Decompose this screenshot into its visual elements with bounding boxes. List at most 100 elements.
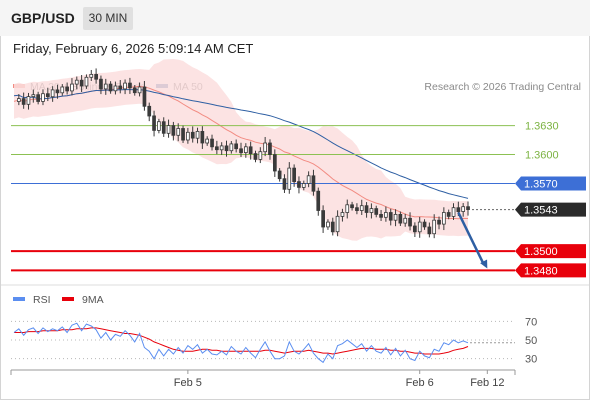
candle [388, 212, 393, 221]
candle [55, 89, 60, 94]
candle [412, 225, 417, 233]
candle [60, 86, 65, 94]
rsi-line [13, 322, 469, 364]
candle [26, 96, 31, 105]
candle [427, 226, 432, 235]
candle [340, 212, 345, 217]
candle [185, 131, 190, 141]
level-label: 1.3570 [524, 179, 558, 191]
candle [205, 138, 209, 144]
candle [398, 213, 403, 224]
candle [243, 146, 248, 154]
candle [441, 212, 446, 225]
pivot-label-box [515, 176, 586, 191]
candle [123, 82, 127, 90]
candle [31, 94, 36, 97]
candle [461, 206, 466, 212]
candle [152, 115, 156, 131]
instrument-title: GBP/USD [11, 10, 75, 26]
candle [16, 98, 21, 102]
candle [374, 208, 379, 215]
candle [234, 143, 238, 150]
candle [383, 212, 388, 218]
candle [248, 146, 253, 155]
chart-header: GBP/USD 30 MIN [0, 0, 590, 36]
candle [108, 83, 113, 92]
candle [408, 217, 412, 227]
level-label: 1.3630 [525, 121, 559, 133]
candle [432, 219, 437, 235]
candles [16, 68, 470, 239]
candle [176, 128, 181, 136]
candle [166, 125, 171, 134]
candle [335, 215, 340, 233]
candle [321, 210, 326, 228]
candle [456, 207, 461, 212]
legend-label: 9MA [82, 294, 104, 306]
candle [311, 175, 316, 192]
candle [156, 121, 161, 131]
candle [272, 154, 277, 172]
candle [330, 221, 335, 233]
ma50-line [13, 89, 469, 199]
current-price-box [515, 202, 586, 217]
support-label-box [515, 244, 586, 259]
candle [229, 143, 234, 152]
candle [210, 138, 214, 148]
candle [393, 213, 398, 221]
candle [219, 145, 224, 151]
legend-label: RSI [33, 294, 51, 306]
candle [466, 206, 470, 210]
candle [326, 221, 330, 228]
candle [50, 89, 55, 98]
candle [301, 183, 306, 188]
rsi-tick-label: 70 [525, 316, 537, 328]
candle [451, 207, 456, 217]
support-label-box [515, 263, 586, 278]
candle [258, 151, 263, 160]
candle [437, 219, 441, 225]
candle [128, 82, 132, 89]
candle [306, 175, 311, 184]
candle [89, 74, 94, 78]
candle [417, 221, 422, 233]
candle [292, 167, 297, 183]
candle [195, 130, 200, 139]
candle [403, 217, 408, 224]
candle [214, 146, 219, 151]
candle [21, 98, 26, 105]
candle [41, 93, 45, 102]
candle [118, 85, 123, 90]
candle [422, 221, 427, 228]
current-price-label: 1.3543 [524, 205, 558, 217]
candle [446, 212, 451, 217]
candle [253, 153, 258, 160]
rsi-tick-label: 50 [525, 335, 537, 347]
x-tick-label: Feb 12 [470, 377, 504, 389]
candle [190, 131, 195, 139]
candle [171, 125, 176, 136]
candle [297, 181, 301, 188]
candle [46, 93, 50, 97]
candle [359, 205, 364, 211]
research-credit: Research © 2026 Trading Central [424, 81, 581, 93]
chart-datetime: Friday, February 6, 2026 5:09:14 AM CET [13, 41, 254, 56]
candle [369, 208, 374, 213]
candle [142, 86, 147, 107]
candle [132, 87, 137, 94]
candle [345, 204, 350, 213]
timeframe-badge[interactable]: 30 MIN [83, 7, 133, 30]
candle [263, 142, 268, 153]
x-tick-label: Feb 5 [174, 377, 202, 389]
candle [99, 78, 103, 90]
rsi-legend: RSI 9MA [13, 294, 104, 306]
candle [355, 207, 359, 211]
x-tick-label: Feb 6 [406, 377, 434, 389]
candle [113, 85, 118, 92]
candle [94, 74, 98, 80]
candle [103, 83, 108, 90]
candle [364, 205, 369, 213]
projection-arrow [457, 211, 485, 265]
projection-arrowhead [480, 259, 488, 269]
